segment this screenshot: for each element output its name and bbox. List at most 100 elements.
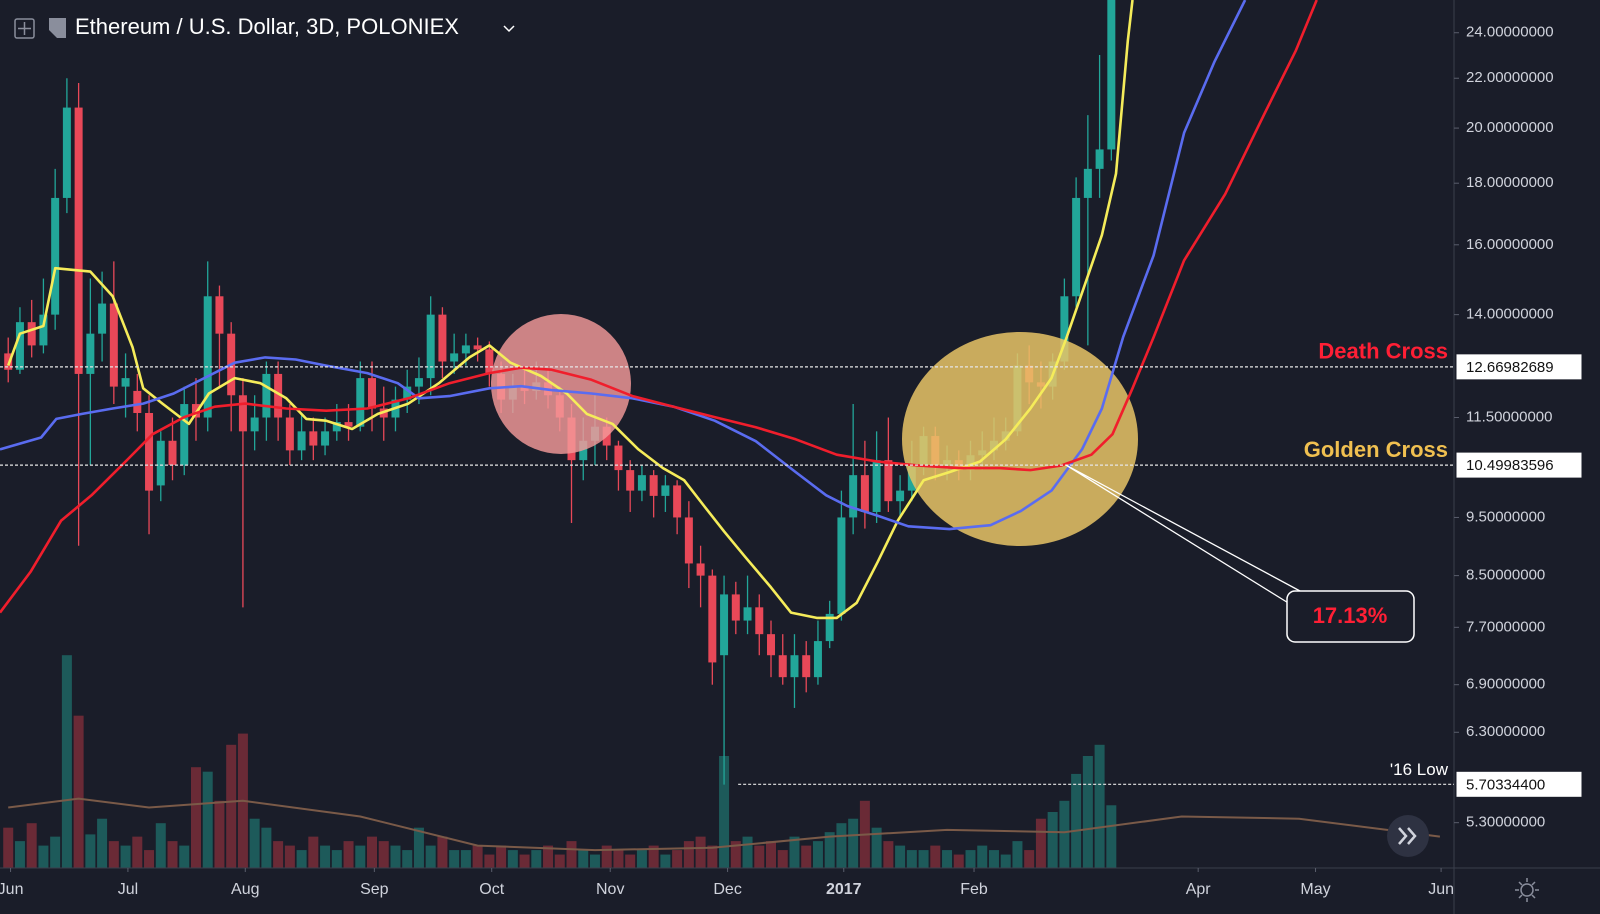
volume-bar [226,744,237,868]
volume-bar [1082,756,1093,868]
volume-bar [390,845,401,868]
candle-body [426,314,435,379]
volume-bar [965,850,976,868]
candle-body [168,440,177,466]
candle-body [121,378,130,387]
scroll-icon [1398,827,1417,845]
golden-cross-highlight [902,332,1138,546]
annotation-label: '16 Low [1390,760,1449,779]
candle-body [74,107,83,374]
candle-body [684,517,693,564]
volume-bar [308,836,319,868]
add-icon[interactable] [14,18,35,39]
candle-body [485,349,494,374]
candle-body [250,417,259,432]
y-tick-label: 20.00000000 [1466,119,1554,136]
annotation-label: Golden Cross [1304,437,1448,462]
x-tick-label: 2017 [826,881,862,898]
candle-body [450,353,459,362]
volume-bar [296,850,307,868]
candle-body [731,594,740,621]
volume-bar [648,845,659,868]
volume-bar [824,832,835,868]
callout-box [1286,590,1415,643]
volume-bar [519,854,530,868]
candle-body [403,386,412,400]
y-tick-label: 11.50000000 [1466,408,1552,425]
candle-body [109,303,118,387]
volume-bar [507,850,518,868]
candle-body [813,641,822,678]
candle-body [203,296,212,418]
y-tick-label: 16.00000000 [1466,236,1554,253]
candle-body [145,412,154,491]
candle-body [778,655,787,678]
scroll-button[interactable] [1387,815,1429,857]
volume-bar [331,850,342,868]
volume-bar [85,834,96,868]
x-tick-label: Jun [1428,881,1454,898]
candle-body [15,322,24,370]
candle-body [837,517,846,614]
candle-body [626,470,635,491]
candle-body [637,475,646,491]
volume-bar [437,836,448,868]
volume-bar [190,767,201,868]
candle-body [673,485,682,518]
volume-bar [50,836,61,868]
volume-bar [942,850,953,868]
volume-bar [977,845,988,868]
volume-ma [8,797,1441,852]
volume-bar [801,845,812,868]
volume-bar [367,836,378,868]
volume-bar [472,845,483,868]
candle-body [156,440,165,486]
volume-bar [97,818,108,868]
y-tick-label: 22.00000000 [1466,69,1554,86]
toolbar[interactable] [14,18,66,39]
volume-bar [930,845,941,868]
candle-body [755,607,764,635]
candle-body [368,378,377,409]
candle-body [1060,296,1069,362]
volume-bar [543,845,554,868]
volume-bar [895,845,906,868]
candle-body [98,303,107,334]
volume-bar [3,827,14,868]
candle-body [356,378,365,427]
volume-bar [625,854,636,868]
flag-icon[interactable] [49,18,66,38]
volume-bar [26,823,37,868]
x-tick-label: Oct [479,881,504,898]
callout-pointer [1065,464,1301,605]
volume-bar [695,836,706,868]
candle-body [1072,197,1081,297]
y-tick-label: 6.90000000 [1466,676,1545,693]
volume-bar [413,827,424,868]
volume-bar [425,845,436,868]
volume-bar [261,827,272,868]
price-label-box [1455,451,1583,479]
volume-bar [155,823,166,868]
candle-body [51,197,60,315]
settings-icon[interactable] [1515,878,1539,902]
sun-icon[interactable] [1520,883,1534,897]
candle-body [696,563,705,576]
candle-body [321,431,330,446]
volume-bar [1024,850,1035,868]
volume-bar [742,836,753,868]
dropdown-icon[interactable] [503,25,515,33]
candle-body [344,422,353,427]
volume-bar [378,841,389,868]
volume-bar [144,850,155,868]
chart-title[interactable]: Ethereum / U.S. Dollar, 3D, POLONIEX [75,14,459,39]
volume-bar [249,818,260,868]
volume-bar [953,854,964,868]
volume-bar [449,850,460,868]
volume-bar [484,854,495,868]
volume-bar [672,850,683,868]
volume-bar [1047,812,1058,868]
candle-body [661,485,670,496]
y-tick-label: 5.30000000 [1466,814,1545,831]
scroll-button-bg[interactable] [1387,815,1429,857]
